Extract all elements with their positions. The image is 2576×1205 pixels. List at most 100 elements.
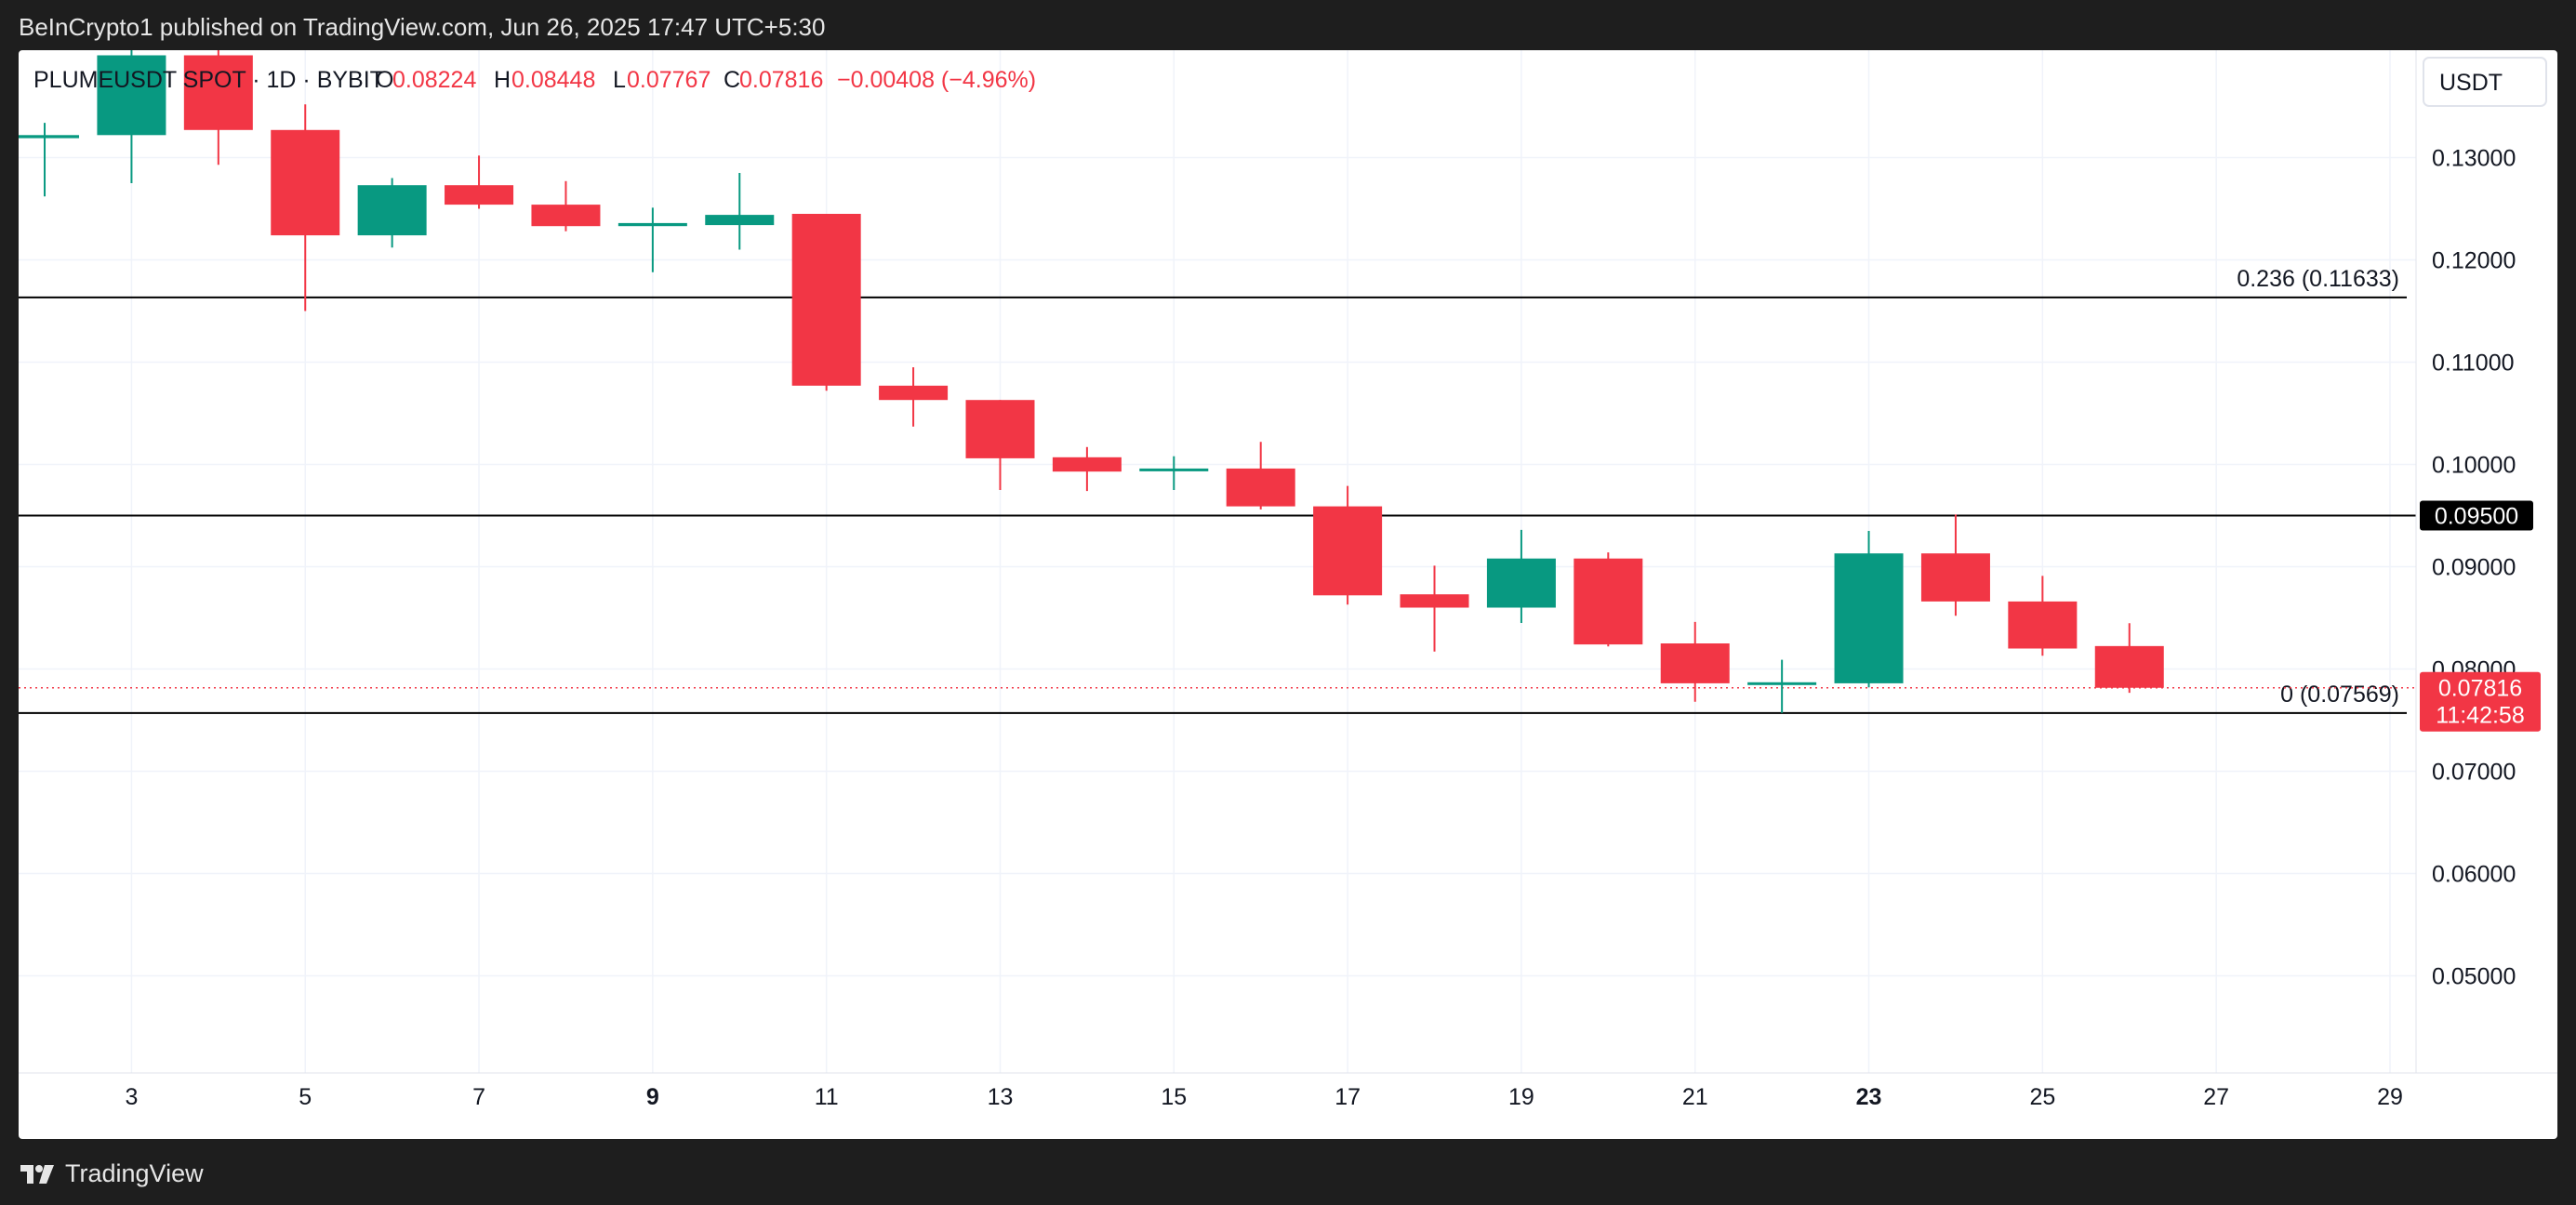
publish-header: BeInCrypto1 published on TradingView.com…: [0, 0, 2576, 50]
candle-body: [965, 400, 1035, 458]
candle[interactable]: [1573, 552, 1643, 647]
candle-body: [183, 55, 253, 130]
candle[interactable]: [1313, 485, 1383, 605]
candle[interactable]: [2094, 623, 2164, 694]
candle-body: [97, 55, 166, 136]
candle-body: [271, 129, 340, 236]
candle-body: [1486, 558, 1556, 608]
candle[interactable]: [97, 50, 166, 183]
fib-level-label: 0 (0.07569): [2280, 682, 2399, 708]
candle[interactable]: [1834, 531, 1904, 688]
candle-body: [1573, 558, 1643, 645]
fib-level-label: 0.236 (0.11633): [2237, 266, 2399, 292]
candle-body: [1226, 468, 1295, 507]
time-axis[interactable]: 3 5 7 9 11 13 15 17 19 21 23 25 27 29: [19, 1072, 2557, 1110]
y-tick-label: 0.05000: [2432, 964, 2516, 990]
candle-body: [19, 135, 80, 139]
candle[interactable]: [1226, 442, 1295, 510]
footer-bar: TradingView: [0, 1139, 2576, 1205]
candle-body: [2008, 601, 2078, 649]
candle[interactable]: [445, 155, 514, 209]
x-tick-label: 5: [299, 1084, 312, 1110]
x-tick-label: 29: [2377, 1084, 2403, 1110]
y-tick-label: 0.07000: [2432, 760, 2516, 786]
tradingview-logo-text: TradingView: [65, 1159, 204, 1187]
x-tick-label: 9: [646, 1084, 659, 1110]
candle-body: [705, 215, 775, 226]
candle-body: [531, 205, 601, 227]
candle[interactable]: [2008, 576, 2078, 656]
candle-body: [1052, 457, 1122, 472]
candle[interactable]: [271, 104, 340, 311]
candle-body: [2094, 645, 2164, 688]
x-tick-label: 27: [2203, 1084, 2229, 1110]
low-label: L: [613, 67, 626, 93]
currency-button[interactable]: USDT: [2423, 57, 2547, 107]
x-tick-label: 3: [125, 1084, 138, 1110]
candle[interactable]: [183, 50, 253, 166]
candle[interactable]: [965, 400, 1035, 490]
close-value: 0.07816: [739, 67, 823, 93]
high-label: H: [494, 67, 511, 93]
x-tick-label: 19: [1508, 1084, 1534, 1110]
candle-body: [1400, 594, 1469, 608]
bar-countdown: 11:42:58: [2436, 703, 2524, 729]
candle-body: [1834, 553, 1904, 683]
candle[interactable]: [1920, 514, 1990, 616]
candles: [19, 50, 2164, 713]
candle-body: [879, 385, 949, 401]
candle-body: [1313, 506, 1383, 596]
high-value: 0.08448: [511, 67, 595, 93]
candle[interactable]: [791, 214, 861, 391]
level-price-badge-text: 0.09500: [2435, 504, 2518, 530]
x-tick-label: 7: [472, 1084, 485, 1110]
price-axis[interactable]: 0.130000.120000.110000.100000.090000.080…: [2415, 50, 2541, 1073]
y-tick-label: 0.11000: [2432, 351, 2515, 377]
candle-body: [357, 185, 427, 236]
x-tick-label: 25: [2029, 1084, 2055, 1110]
tradingview-logo[interactable]: TradingView: [19, 1159, 204, 1188]
candle[interactable]: [1747, 659, 1817, 713]
candle-body: [445, 185, 514, 205]
y-tick-label: 0.09000: [2432, 555, 2516, 581]
x-tick-label: 21: [1682, 1084, 1708, 1110]
horizontal-levels: 0.236 (0.11633) 0 (0.07569): [19, 266, 2416, 714]
candle[interactable]: [1486, 529, 1556, 623]
candle-body: [617, 222, 687, 227]
x-tick-label: 15: [1161, 1084, 1187, 1110]
close-label: C: [724, 67, 740, 93]
symbol-title[interactable]: PLUMEUSDT SPOT · 1D · BYBIT: [33, 67, 384, 93]
currency-button-label: USDT: [2439, 70, 2503, 96]
chart-pane[interactable]: 0.236 (0.11633) 0 (0.07569) 0.13000 0.1200…: [19, 50, 2557, 1139]
candle[interactable]: [1400, 565, 1469, 652]
y-tick-label: 0.10000: [2432, 453, 2516, 479]
x-tick-label: 23: [1856, 1084, 1882, 1110]
candlestick-chart[interactable]: 0.236 (0.11633) 0 (0.07569) 0.13000 0.1200…: [19, 50, 2557, 1139]
candle-body: [1920, 553, 1990, 602]
candle-body: [1139, 468, 1209, 471]
tradingview-logo-icon: [20, 1164, 54, 1184]
y-tick-label: 0.06000: [2432, 862, 2516, 888]
candle-body: [1747, 682, 1817, 685]
open-value: 0.08224: [392, 67, 476, 93]
candle[interactable]: [1052, 446, 1122, 492]
level-price-badge: [2420, 500, 2533, 531]
candle[interactable]: [705, 173, 775, 250]
open-label: O: [376, 67, 393, 93]
publish-caption: BeInCrypto1 published on TradingView.com…: [19, 13, 826, 41]
candle[interactable]: [19, 123, 80, 197]
y-tick-label: 0.12000: [2432, 248, 2516, 274]
low-value: 0.07767: [627, 67, 710, 93]
candle[interactable]: [357, 178, 427, 248]
candle[interactable]: [531, 180, 601, 232]
candle-body: [1660, 643, 1730, 683]
x-tick-label: 11: [815, 1084, 839, 1110]
candle[interactable]: [617, 207, 687, 272]
candle[interactable]: [879, 367, 949, 427]
candle[interactable]: [1139, 456, 1209, 490]
candle-body: [791, 214, 861, 386]
x-tick-label: 13: [988, 1084, 1014, 1110]
last-price-value: 0.07816: [2438, 676, 2522, 702]
candle[interactable]: [1660, 621, 1730, 702]
change-value: −0.00408 (−4.96%): [837, 67, 1036, 93]
